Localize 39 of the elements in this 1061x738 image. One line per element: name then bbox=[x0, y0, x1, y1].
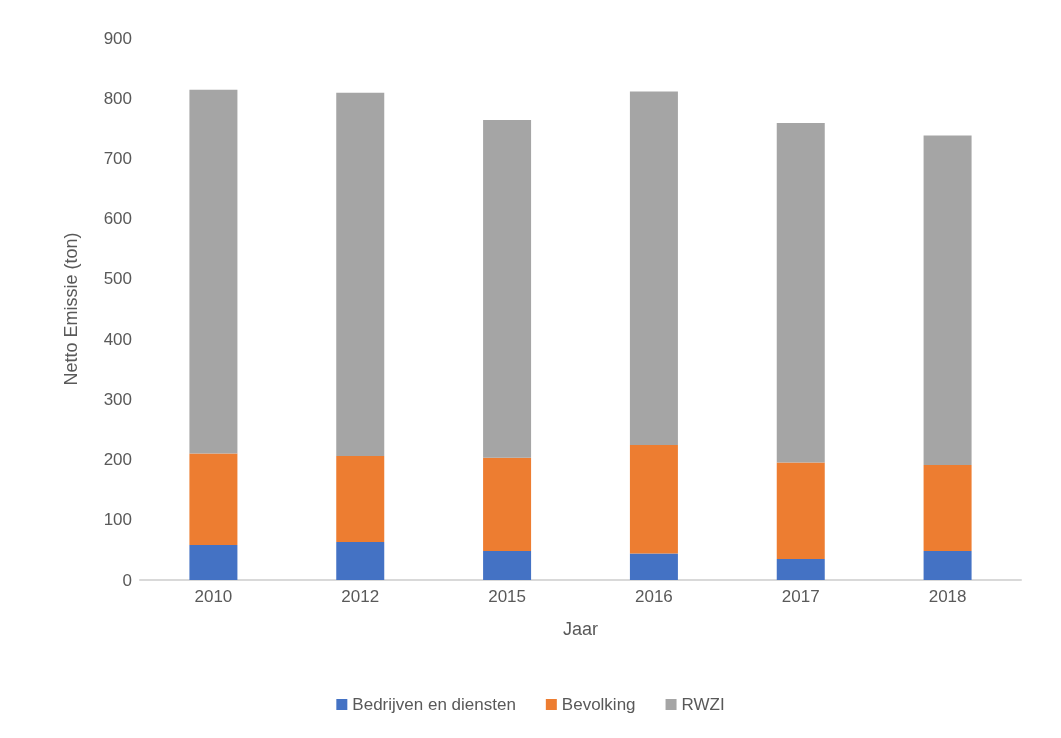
bar bbox=[923, 135, 972, 465]
legend-label: Bedrijven en diensten bbox=[352, 695, 516, 714]
x-tick-label: 2015 bbox=[488, 587, 526, 606]
bar bbox=[483, 551, 532, 580]
bar bbox=[336, 92, 385, 456]
x-tick-label: 2016 bbox=[635, 587, 673, 606]
bar bbox=[336, 542, 385, 580]
x-tick-label: 2017 bbox=[781, 587, 820, 606]
bar bbox=[483, 457, 532, 552]
bar bbox=[189, 545, 238, 580]
bar bbox=[189, 453, 238, 546]
x-tick-label: 2018 bbox=[928, 587, 967, 606]
x-axis-title: Jaar bbox=[562, 619, 599, 639]
y-tick-label: 300 bbox=[103, 389, 132, 409]
y-tick-label: 100 bbox=[103, 510, 132, 530]
y-tick-label: 600 bbox=[103, 209, 132, 229]
y-axis-title: Netto Emissie (ton) bbox=[61, 232, 81, 386]
y-tick-label: 200 bbox=[103, 450, 132, 470]
bar bbox=[923, 551, 972, 580]
bar bbox=[629, 445, 678, 554]
bar bbox=[336, 455, 385, 543]
bar bbox=[776, 122, 825, 463]
bar bbox=[776, 558, 825, 580]
x-tick-label: 2012 bbox=[341, 587, 380, 606]
y-tick-label: 800 bbox=[103, 88, 132, 108]
bar bbox=[923, 464, 972, 552]
legend-label: RWZI bbox=[681, 695, 725, 714]
y-tick-label: 400 bbox=[103, 329, 132, 349]
bar bbox=[629, 91, 678, 446]
y-tick-label: 500 bbox=[103, 269, 132, 289]
bar bbox=[189, 89, 238, 454]
bar bbox=[629, 553, 678, 580]
bar bbox=[483, 119, 532, 458]
legend-label: Bevolking bbox=[561, 695, 636, 714]
y-tick-label: 0 bbox=[122, 570, 132, 590]
y-tick-label: 700 bbox=[103, 148, 132, 168]
x-tick-label: 2010 bbox=[194, 587, 233, 606]
bar bbox=[776, 462, 825, 559]
y-tick-label: 900 bbox=[103, 28, 132, 48]
